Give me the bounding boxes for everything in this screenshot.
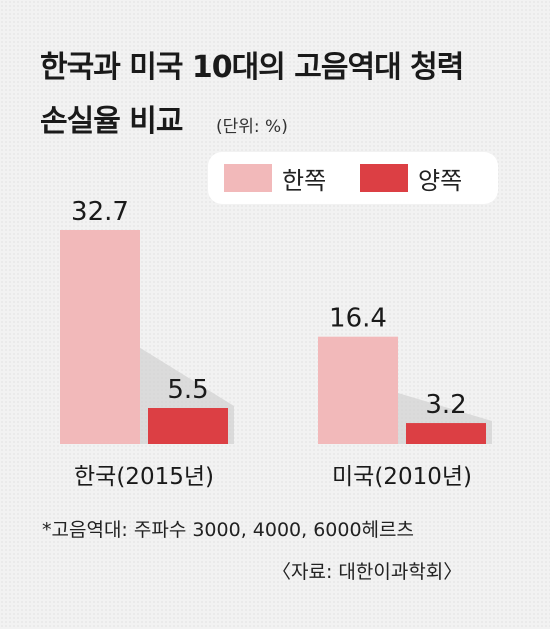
footnote: *고음역대: 주파수 3000, 4000, 6000헤르츠 (42, 519, 414, 541)
data-label: 5.5 (167, 375, 208, 405)
legend-label-both-ears: 양쪽 (418, 166, 463, 195)
data-label: 32.7 (71, 197, 129, 227)
source-note: 〈자료: 대한이과학회〉 (272, 561, 463, 583)
data-label: 16.4 (329, 304, 387, 334)
legend-label-one-ear: 한쪽 (282, 166, 327, 195)
chart-title-line-1: 한국과 미국 10대의 고음역대 청력 (40, 50, 464, 85)
legend: 한쪽 양쪽 (208, 152, 498, 204)
legend-swatch-both-ears (360, 164, 408, 192)
legend-item-one-ear: 한쪽 (224, 162, 327, 195)
bar (60, 230, 140, 444)
bar (148, 408, 228, 444)
bar (406, 423, 486, 444)
legend-swatch-one-ear (224, 164, 272, 192)
category-label: 미국(2010년) (332, 464, 472, 490)
chart-title-line-2: 손실율 비교 (40, 104, 183, 139)
legend-item-both-ears: 양쪽 (360, 162, 463, 195)
bar (318, 336, 398, 444)
category-label: 한국(2015년) (74, 464, 214, 490)
data-label: 3.2 (425, 390, 466, 420)
unit-label: (단위: %) (216, 117, 288, 137)
